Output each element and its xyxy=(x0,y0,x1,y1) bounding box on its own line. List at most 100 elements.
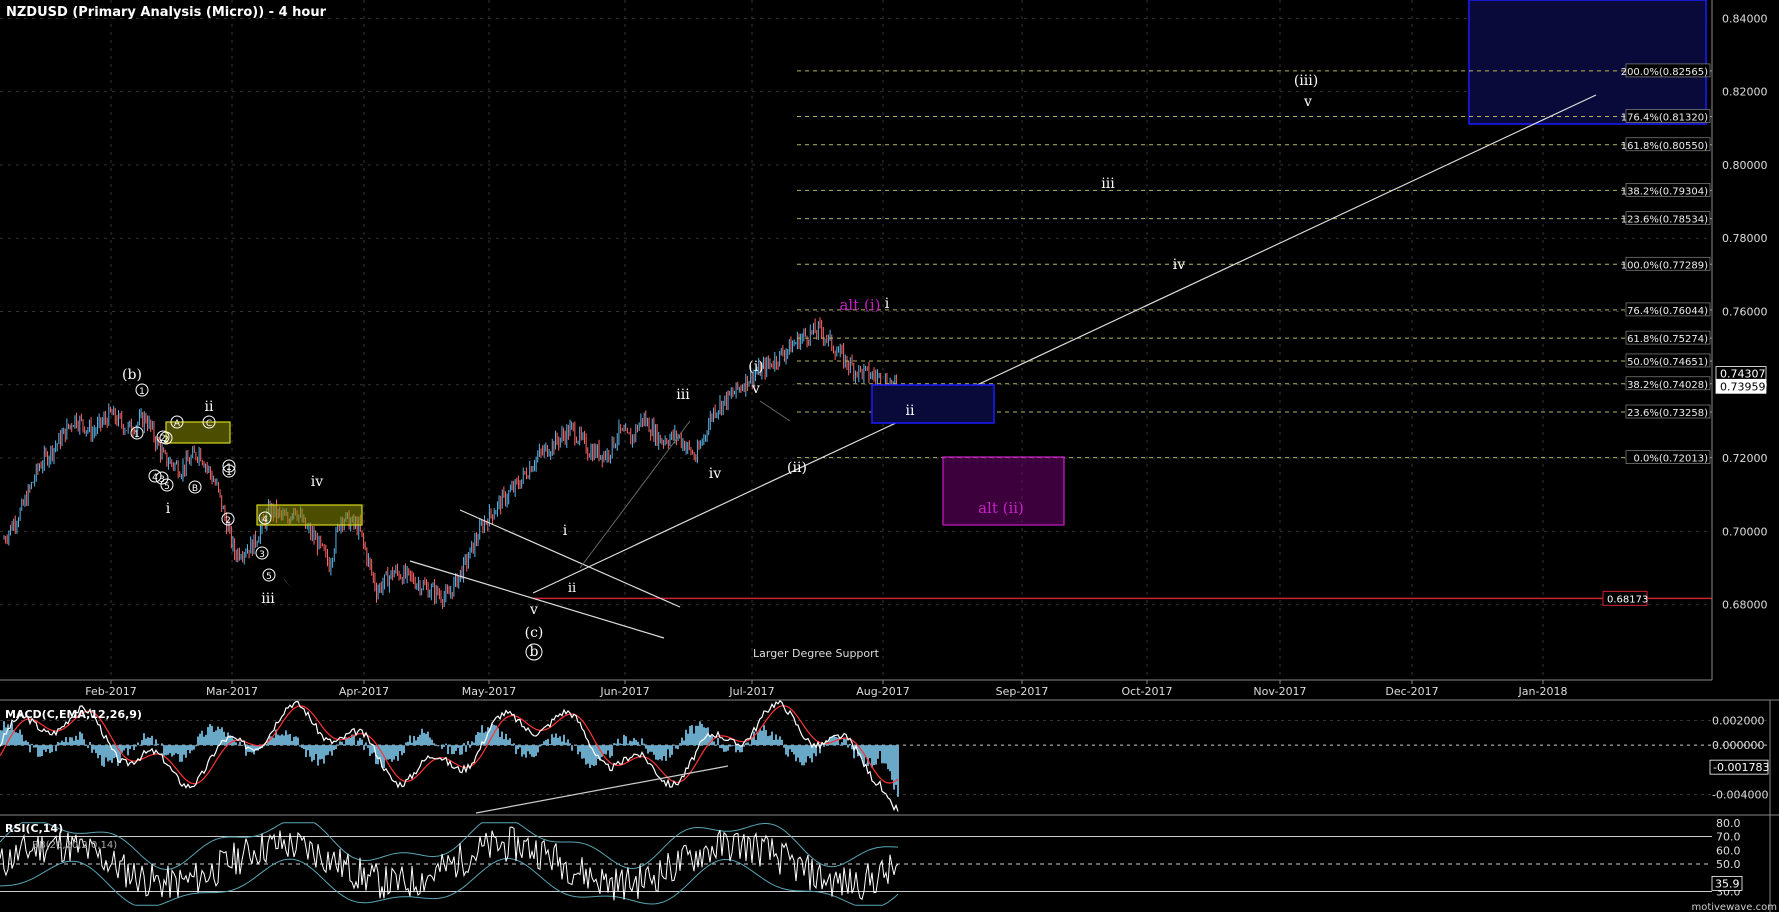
sub-wave-label: 2 xyxy=(225,516,231,526)
wave-label: i xyxy=(563,523,568,539)
sub-wave-label: 4 xyxy=(152,473,158,483)
sub-wave-circle xyxy=(222,459,236,473)
y-tick-label: 0.82000 xyxy=(1722,86,1768,99)
y-tick-label: 0.70000 xyxy=(1722,525,1768,538)
fib-label-box xyxy=(1625,353,1711,368)
chart-title: NZDUSD (Primary Analysis (Micro)) - 4 ho… xyxy=(6,5,327,20)
wave-label: iii xyxy=(676,387,690,403)
rsi-bb-lower xyxy=(0,857,899,906)
sub-wave-circle xyxy=(130,426,144,440)
rsi-line xyxy=(0,826,899,901)
wave-label: v xyxy=(1303,94,1312,110)
fib-label: 61.8%(0.75274) xyxy=(1627,334,1708,345)
rsi-value: 35.9 xyxy=(1715,877,1740,890)
fib-label: 176.4%(0.81320) xyxy=(1621,113,1708,124)
y-tick-label: 0.76000 xyxy=(1722,306,1768,319)
wave-label: ii xyxy=(205,399,214,415)
fib-label-box xyxy=(1625,211,1711,225)
sub-wave-circle xyxy=(202,415,216,429)
rsi-panel: 80.070.060.050.030.035.9 xyxy=(0,817,1743,906)
macd-panel: 0.002000 0.000000 -0.004000 -0.001783 xyxy=(0,699,1779,912)
wave-label: (i) xyxy=(748,359,763,375)
fib-label: 123.6%(0.78534) xyxy=(1621,215,1708,226)
fib-label-box xyxy=(1625,63,1711,78)
macd-title: MACD(C,EMA,12,26,9) xyxy=(5,708,142,721)
x-tick-label: Nov-2017 xyxy=(1253,685,1306,698)
fib-label-box xyxy=(1625,404,1711,419)
wave-label: iii xyxy=(1101,176,1115,192)
sub-wave-label: 5 xyxy=(266,572,272,582)
price-bars xyxy=(3,317,897,610)
sub-wave-circle xyxy=(258,511,272,525)
target-zone-iii xyxy=(1468,0,1707,125)
y-tick-label: 0.68000 xyxy=(1722,599,1768,612)
wave-label: (c) xyxy=(525,625,544,641)
fib-label-box xyxy=(1625,256,1711,271)
macd-signal-line xyxy=(0,705,899,785)
rsi-tick-label: 50.0 xyxy=(1716,858,1741,871)
wave-label: alt (i) xyxy=(839,296,880,314)
fib-label: 76.4%(0.76044) xyxy=(1627,306,1708,317)
sub-wave-label: C xyxy=(206,419,212,429)
fib-label: 23.6%(0.73258) xyxy=(1627,408,1708,419)
fib-label: 0.0%(0.72013) xyxy=(1633,454,1708,465)
rsi-tick-label: 80.0 xyxy=(1716,817,1741,830)
wave-label: (b) xyxy=(122,367,142,383)
sub-wave-label: B xyxy=(192,484,198,494)
y-tick-label: 0.72000 xyxy=(1722,452,1768,465)
sub-wave-label: 3 xyxy=(159,475,165,485)
sub-wave-label: A xyxy=(174,419,181,429)
wave-label: iv xyxy=(709,466,721,482)
sub-wave-circle xyxy=(221,512,235,526)
sub-wave-label: 1 xyxy=(134,430,140,440)
rsi-title: RSI(C,14) xyxy=(5,822,63,835)
fib-label: 138.2%(0.79304) xyxy=(1621,186,1708,197)
fib-label-box xyxy=(1625,183,1711,197)
support-tag: 0.68173 xyxy=(1607,594,1648,605)
fib-label-box xyxy=(1625,109,1711,123)
wave-label: (ii) xyxy=(787,460,807,476)
wave-label: v xyxy=(529,602,538,618)
fib-label: 161.8%(0.80550) xyxy=(1621,141,1708,152)
x-tick-label: Jul-2017 xyxy=(728,685,774,698)
x-tick-label: Feb-2017 xyxy=(85,685,136,698)
price-axis: 0.840000.820000.800000.780000.760000.740… xyxy=(0,0,1768,698)
watermark: motivewave.com xyxy=(1691,902,1777,912)
sub-wave-circle xyxy=(135,383,149,397)
sub-wave-label: 2 xyxy=(160,434,166,444)
y-tick-label: 0.84000 xyxy=(1722,12,1768,25)
fib-label: 38.2%(0.74028) xyxy=(1627,380,1708,391)
target-zone-ii xyxy=(871,384,995,424)
price-tag: 0.73959 xyxy=(1720,380,1766,393)
sub-wave-circle xyxy=(156,430,170,444)
macd-value-box xyxy=(1709,759,1769,775)
wave-label: ii xyxy=(568,581,576,596)
channel-line-2 xyxy=(759,400,791,422)
sub-wave-label: 1 xyxy=(139,387,145,397)
wave-label: b xyxy=(530,644,539,660)
y-tick-label: 0.78000 xyxy=(1722,232,1768,245)
support-tag-box xyxy=(1602,590,1648,606)
x-tick-label: Jun-2017 xyxy=(599,685,649,698)
wave-label: i xyxy=(166,501,171,517)
sub-wave-label: 1 xyxy=(226,463,232,473)
y-tick-label: 0.80000 xyxy=(1722,159,1768,172)
sub-wave-circle xyxy=(255,546,269,560)
fib-label-box xyxy=(1625,376,1711,391)
fib-label-box xyxy=(1625,302,1711,317)
sub-wave-label: 1 xyxy=(226,468,232,478)
fib-label-box xyxy=(1625,450,1711,464)
x-tick-label: Sep-2017 xyxy=(996,685,1049,698)
rsi-legend: BB(20,20,2.0,14) xyxy=(32,840,117,851)
rsi-bb-upper xyxy=(0,822,899,870)
x-tick-label: Oct-2017 xyxy=(1122,685,1173,698)
wave-label: v xyxy=(751,381,760,397)
sub-wave-label: 4 xyxy=(262,515,268,525)
macd-divergence-line xyxy=(475,765,729,814)
arrow-mark xyxy=(283,578,291,588)
fib-label: 50.0%(0.74651) xyxy=(1627,357,1708,368)
wave-label: (iii) xyxy=(1294,73,1318,89)
x-tick-label: Dec-2017 xyxy=(1385,685,1438,698)
x-tick-label: Mar-2017 xyxy=(206,685,258,698)
sub-wave-circle xyxy=(170,415,184,429)
